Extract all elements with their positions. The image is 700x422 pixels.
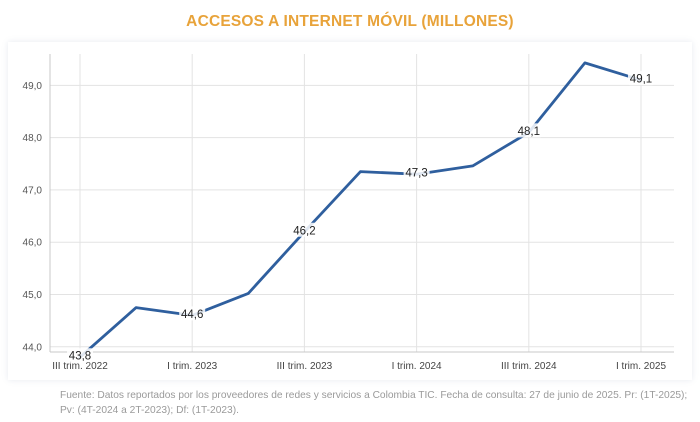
x-tick-label: III trim. 2024 (501, 361, 557, 372)
label-layer: 43,8 44,6 46,2 47,3 48,1 49,1 (67, 71, 654, 363)
data-label-bg (628, 71, 654, 86)
series-layer (78, 61, 643, 359)
chart-panel (8, 42, 692, 380)
y-tick-label: 48,0 (23, 133, 43, 144)
data-label: 47,3 (405, 168, 427, 180)
data-label: 48,1 (518, 126, 540, 138)
x-tick-label: I trim. 2024 (392, 361, 442, 372)
y-tick-label: 46,0 (23, 238, 43, 249)
data-label-bg (67, 348, 93, 363)
x-tick-label: III trim. 2022 (52, 361, 108, 372)
data-label: 43,8 (69, 351, 91, 363)
data-label: 49,1 (630, 74, 652, 86)
data-point (247, 292, 250, 295)
y-tick-label: 49,0 (23, 81, 43, 92)
series-line (78, 61, 643, 359)
data-label-bg (515, 123, 542, 138)
data-point (134, 306, 138, 309)
y-tick-label: 45,0 (23, 290, 43, 301)
data-point (359, 170, 362, 173)
data-label: 46,2 (293, 225, 315, 237)
x-tick-label: III trim. 2023 (277, 361, 333, 372)
data-label-bg (291, 222, 318, 237)
data-label-bg (403, 165, 430, 180)
axis-layer: 44,0 45,0 46,0 47,0 48,0 49,0 III trim. 2022 I … (23, 54, 674, 372)
data-label: 44,6 (181, 309, 203, 321)
line-chart: 44,0 45,0 46,0 47,0 48,0 49,0 III trim. 2022 I … (23, 54, 674, 372)
data-label-bg (179, 306, 206, 321)
y-tick-label: 47,0 (23, 185, 43, 196)
x-tick-label: I trim. 2025 (616, 361, 666, 372)
data-point (471, 164, 474, 168)
source-note: Fuente: Datos reportados por los proveed… (60, 390, 688, 416)
grid-layer (50, 54, 674, 352)
data-point (583, 61, 587, 65)
y-tick-label: 44,0 (23, 342, 43, 353)
chart-title: ACCESOS A INTERNET MÓVIL (MILLONES) (186, 13, 514, 30)
x-tick-label: I trim. 2023 (167, 361, 217, 372)
